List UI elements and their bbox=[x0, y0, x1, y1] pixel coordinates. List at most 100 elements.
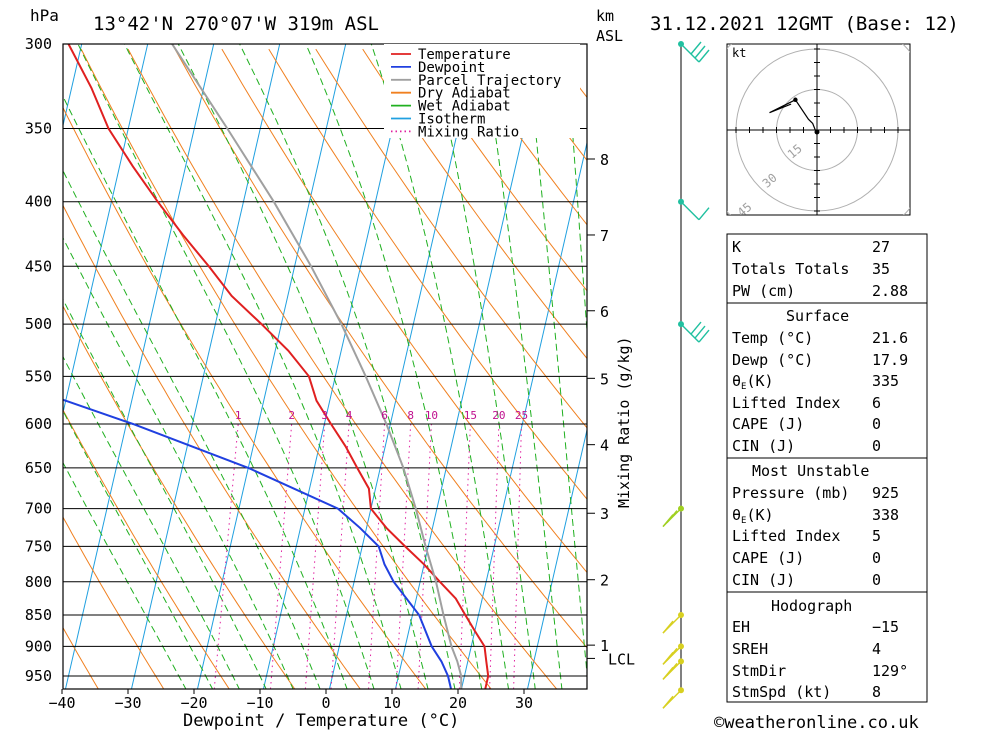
altitude-axis: 1 2 3 4 5 6 7 8 LCL bbox=[587, 151, 635, 668]
wind-barb-flag bbox=[694, 45, 706, 59]
isotherm-line bbox=[196, 44, 347, 689]
wet-adiabat-line bbox=[239, 44, 456, 689]
k-value: 27 bbox=[872, 238, 890, 256]
mixing-ratio-axis-label: Mixing Ratio (g/kg) bbox=[615, 336, 633, 508]
temperature-tick-label: −30 bbox=[114, 694, 141, 712]
pressure-tick-label: 450 bbox=[25, 257, 52, 275]
mu-theta-label: θE(K) bbox=[732, 506, 774, 526]
isotherm-line bbox=[526, 427, 587, 689]
mixing-ratio-label: 4 bbox=[346, 409, 353, 422]
asl-unit-label: ASL bbox=[596, 27, 623, 45]
mixing-ratio-line bbox=[330, 424, 350, 689]
wind-barb bbox=[662, 658, 684, 680]
hodograph-surface-dot bbox=[814, 129, 820, 135]
pressure-tick-label: 950 bbox=[25, 667, 52, 685]
wet-adiabat-line bbox=[77, 44, 375, 689]
wind-barb-flag bbox=[662, 695, 674, 709]
altitude-tick-label: 8 bbox=[600, 151, 609, 169]
mixing-ratio-labels: 1 2 3 4 6 8 10 15 20 25 bbox=[235, 409, 528, 422]
wind-barb-flag bbox=[690, 321, 702, 335]
mixing-ratio-label: 15 bbox=[464, 409, 477, 422]
hodo-title: Hodograph bbox=[771, 597, 852, 615]
wind-barb bbox=[678, 321, 710, 343]
most-unstable-table: Most Unstable Pressure (mb) 925 θE(K) 33… bbox=[726, 457, 928, 593]
isotherm-line bbox=[64, 44, 215, 689]
stmdir-label: StmDir bbox=[732, 662, 786, 680]
wet-adiabat-line bbox=[63, 169, 321, 689]
wind-barb-flag bbox=[666, 662, 678, 676]
wet-adiabat-line bbox=[565, 44, 587, 338]
isotherm-line bbox=[63, 44, 149, 415]
wind-barb-flag bbox=[694, 325, 706, 339]
legend-label: Mixing Ratio bbox=[418, 124, 519, 140]
isotherm-line bbox=[0, 44, 16, 689]
wind-barb-flag bbox=[698, 207, 710, 221]
mixing-ratio-label: 2 bbox=[288, 409, 295, 422]
hodograph-unit: kt bbox=[732, 46, 746, 60]
hodograph-table: Hodograph EH −15 SREH 4 StmDir 129° StmS… bbox=[726, 591, 928, 703]
pressure-tick-label: 300 bbox=[25, 35, 52, 53]
wind-barb-flag bbox=[698, 49, 710, 63]
mixing-ratio-label: 1 bbox=[235, 409, 242, 422]
mu-cape-value: 0 bbox=[872, 549, 881, 567]
pressure-tick-label: 400 bbox=[25, 193, 52, 211]
k-label: K bbox=[732, 238, 741, 256]
wind-barb-flag bbox=[666, 510, 678, 524]
hpa-unit-label: hPa bbox=[30, 6, 59, 25]
dry-adiabat-line bbox=[63, 409, 230, 689]
dry-adiabat-line bbox=[63, 204, 361, 689]
mixing-ratio-label: 25 bbox=[515, 409, 528, 422]
isotherm-line bbox=[394, 44, 545, 689]
mu-pressure-label: Pressure (mb) bbox=[732, 484, 849, 502]
dry-adiabat-line bbox=[362, 48, 587, 360]
dry-adiabat-line bbox=[174, 48, 587, 649]
wet-adiabat-line bbox=[177, 44, 429, 689]
wind-barb bbox=[678, 41, 710, 63]
hodograph-end-dot bbox=[793, 97, 798, 102]
mu-cin-value: 0 bbox=[872, 571, 881, 589]
tt-value: 35 bbox=[872, 260, 890, 278]
temperature-tick-label: 30 bbox=[515, 694, 533, 712]
wind-barb-flag bbox=[662, 620, 674, 634]
pw-label: PW (cm) bbox=[732, 282, 795, 300]
surface-cin-value: 0 bbox=[872, 437, 881, 455]
pressure-tick-label: 550 bbox=[25, 367, 52, 385]
temperature-axis: −40 −30 −20 −10 0 10 20 30 bbox=[48, 689, 533, 712]
wind-barb bbox=[678, 198, 710, 221]
wet-adiabat-line bbox=[430, 44, 536, 689]
altitude-tick-label: 5 bbox=[600, 370, 609, 388]
mixing-ratio-label: 6 bbox=[381, 409, 388, 422]
mu-pressure-value: 925 bbox=[872, 484, 899, 502]
temperature-tick-label: −40 bbox=[48, 694, 75, 712]
mixing-ratio-line bbox=[270, 424, 293, 689]
mixing-ratio-label: 10 bbox=[425, 409, 438, 422]
pressure-tick-label: 350 bbox=[25, 120, 52, 138]
surface-cin-label: CIN (J) bbox=[732, 437, 795, 455]
surface-li-value: 6 bbox=[872, 394, 881, 412]
sounding-series bbox=[63, 44, 490, 689]
legend-label: Dry Adiabat bbox=[418, 86, 511, 102]
eh-value: −15 bbox=[872, 618, 899, 636]
wind-barb-flag bbox=[690, 41, 702, 55]
pressure-tick-label: 800 bbox=[25, 573, 52, 591]
legend-label: Isotherm bbox=[418, 112, 485, 128]
surface-theta-value: 335 bbox=[872, 372, 899, 390]
legend-label: Temperature bbox=[418, 47, 511, 63]
altitude-tick-label: 1 bbox=[600, 637, 609, 655]
dry-adiabat-line bbox=[409, 48, 587, 292]
wind-barb bbox=[662, 612, 684, 634]
temperature-tick-label: 20 bbox=[449, 694, 467, 712]
copyright-link[interactable]: ©weatheronline.co.uk bbox=[714, 713, 919, 733]
pw-value: 2.88 bbox=[872, 282, 908, 300]
surface-temp-value: 21.6 bbox=[872, 329, 908, 347]
dry-adiabat-line bbox=[268, 48, 587, 500]
mixing-ratio-label: 8 bbox=[407, 409, 414, 422]
pressure-tick-label: 700 bbox=[25, 500, 52, 518]
location-title: 13°42'N 270°07'W 319m ASL bbox=[93, 13, 379, 35]
dry-adiabat-line bbox=[926, 49, 1000, 689]
mu-cin-label: CIN (J) bbox=[732, 571, 795, 589]
series-parcel-trajectory bbox=[171, 44, 463, 689]
dry-adiabat-line bbox=[63, 305, 296, 689]
mixing-ratio-line bbox=[458, 424, 471, 689]
